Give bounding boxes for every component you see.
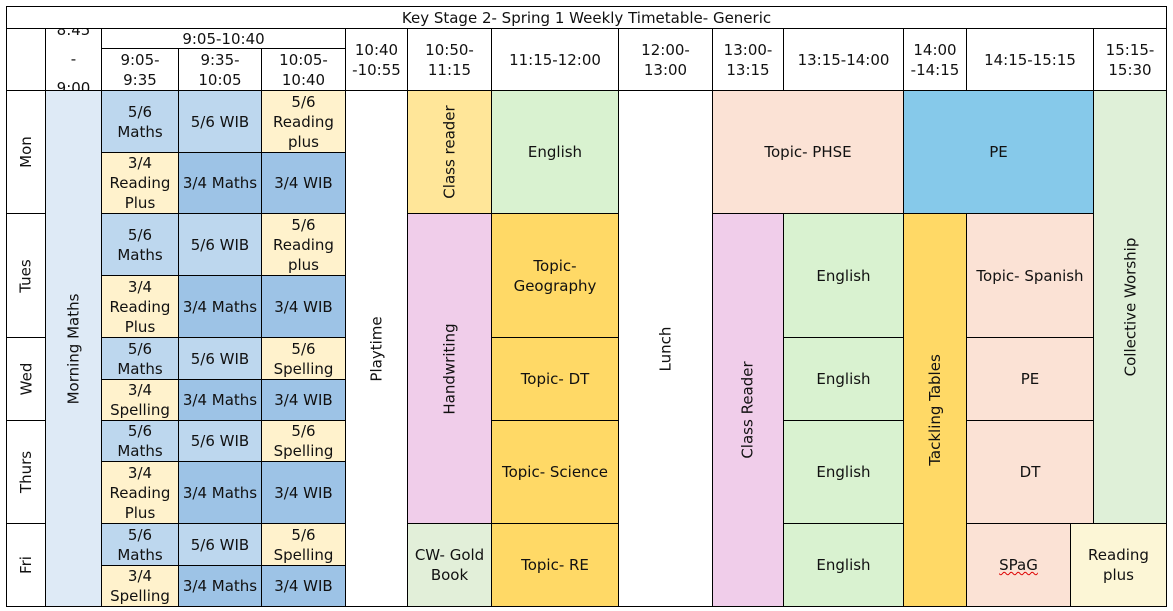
- lesson-cell: 3/4 Reading Plus: [101, 275, 178, 337]
- handwriting: Handwriting: [407, 213, 491, 523]
- lesson-cell: 5/6 WIB: [178, 90, 261, 152]
- lesson-cell: 3/4 WIB: [261, 565, 345, 606]
- english-mon: English: [491, 90, 618, 213]
- day-mon: Mon: [6, 90, 45, 213]
- header-1415: 14:15-15:15: [966, 28, 1093, 90]
- lesson-cell: 5/6 Spelling: [261, 523, 345, 565]
- lesson-cell: 5/6 Maths: [101, 420, 178, 461]
- block-label: Playtime: [367, 315, 386, 382]
- lesson-cell: 3/4 Maths: [178, 565, 261, 606]
- lesson-cell: 5/6 Maths: [101, 337, 178, 379]
- lesson-cell: 3/4 WIB: [261, 461, 345, 523]
- morning-maths: Morning Maths: [45, 90, 101, 606]
- day-label: Mon: [16, 136, 35, 168]
- header-1315: 13:15-14:00: [783, 28, 903, 90]
- lesson-cell: 5/6 Maths: [101, 90, 178, 152]
- lesson-cell: 5/6 Reading plus: [261, 213, 345, 275]
- lesson-cell: 5/6 WIB: [178, 213, 261, 275]
- topic-spanish: Topic- Spanish: [966, 213, 1093, 337]
- english-thu: English: [783, 420, 903, 523]
- class-reader-mon: Class reader: [407, 90, 491, 213]
- lesson-cell: 5/6 Spelling: [261, 420, 345, 461]
- day-tue: Tues: [6, 213, 45, 337]
- lunch: Lunch: [618, 90, 712, 606]
- topic-geography: Topic- Geography: [491, 213, 618, 337]
- lesson-cell: 3/4 Reading Plus: [101, 152, 178, 213]
- collective-worship: Collective Worship: [1093, 90, 1166, 523]
- tackling-tables: Tackling Tables: [903, 213, 966, 606]
- pe-mon: PE: [903, 90, 1093, 213]
- english-wed: English: [783, 337, 903, 420]
- day-label: Wed: [16, 362, 35, 396]
- lesson-cell: 5/6 Maths: [101, 213, 178, 275]
- topic-science: Topic- Science: [491, 420, 618, 523]
- timetable: Key Stage 2- Spring 1 Weekly Timetable- …: [6, 6, 1167, 607]
- day-label: Fri: [17, 556, 35, 574]
- lesson-cell: 5/6 Spelling: [261, 337, 345, 379]
- spag: SPaG: [966, 523, 1070, 606]
- spag-label: SPaG: [999, 556, 1038, 574]
- lesson-cell: 3/4 Maths: [178, 275, 261, 337]
- header-1200: 12:00- 13:00: [618, 28, 712, 90]
- block-label: Morning Maths: [64, 293, 83, 404]
- lesson-cell: 3/4 Spelling: [101, 565, 178, 606]
- lesson-cell: 3/4 WIB: [261, 275, 345, 337]
- header-slot1: 9:05- 9:35: [101, 48, 178, 90]
- dt-thu: DT: [966, 420, 1093, 523]
- class-reader-pm: Class Reader: [712, 213, 783, 606]
- day-fri: Fri: [6, 523, 45, 606]
- lesson-cell: 3/4 WIB: [261, 379, 345, 420]
- topic-phse: Topic- PHSE: [712, 90, 903, 213]
- header-1300: 13:00- 13:15: [712, 28, 783, 90]
- day-thu: Thurs: [6, 420, 45, 523]
- corner-cell: [6, 28, 45, 90]
- lesson-cell: 3/4 Maths: [178, 461, 261, 523]
- header-play: 10:40 -10:55: [345, 28, 407, 90]
- header-slot3: 10:05- 10:40: [261, 48, 345, 90]
- block-label: Class Reader: [739, 361, 758, 459]
- lesson-cell: 3/4 Maths: [178, 152, 261, 213]
- reading-plus-fri: Reading plus: [1070, 523, 1166, 606]
- block-label: Lunch: [656, 326, 675, 371]
- lesson-cell: 3/4 Maths: [178, 379, 261, 420]
- topic-re: Topic- RE: [491, 523, 618, 606]
- lesson-cell: 3/4 WIB: [261, 152, 345, 213]
- header-block: 9:05-10:40: [101, 28, 345, 48]
- lesson-cell: 5/6 WIB: [178, 420, 261, 461]
- header-1050: 10:50- 11:15: [407, 28, 491, 90]
- lesson-cell: 5/6 WIB: [178, 523, 261, 565]
- block-label: Collective Worship: [1121, 237, 1140, 377]
- lesson-cell: 5/6 Reading plus: [261, 90, 345, 152]
- day-label: Thurs: [17, 450, 36, 494]
- header-1400: 14:00 -14:15: [903, 28, 966, 90]
- header-early: 8:45 - 9:00: [45, 28, 101, 90]
- day-label: Tues: [17, 258, 35, 293]
- english-tue: English: [783, 213, 903, 337]
- header-slot2: 9:35- 10:05: [178, 48, 261, 90]
- topic-dt: Topic- DT: [491, 337, 618, 420]
- header-1115: 11:15-12:00: [491, 28, 618, 90]
- block-label: Handwriting: [440, 322, 459, 415]
- lesson-cell: 5/6 WIB: [178, 337, 261, 379]
- lesson-cell: 3/4 Spelling: [101, 379, 178, 420]
- header-1515: 15:15- 15:30: [1093, 28, 1166, 90]
- pe-wed: PE: [966, 337, 1093, 420]
- block-label: Class reader: [440, 105, 459, 199]
- block-label: Tackling Tables: [926, 354, 945, 466]
- english-fri: English: [783, 523, 903, 606]
- day-wed: Wed: [6, 337, 45, 420]
- cw-gold-book: CW- Gold Book: [407, 523, 491, 606]
- lesson-cell: 3/4 Reading Plus: [101, 461, 178, 523]
- timetable-title: Key Stage 2- Spring 1 Weekly Timetable- …: [6, 6, 1166, 28]
- lesson-cell: 5/6 Maths: [101, 523, 178, 565]
- playtime: Playtime: [345, 90, 407, 606]
